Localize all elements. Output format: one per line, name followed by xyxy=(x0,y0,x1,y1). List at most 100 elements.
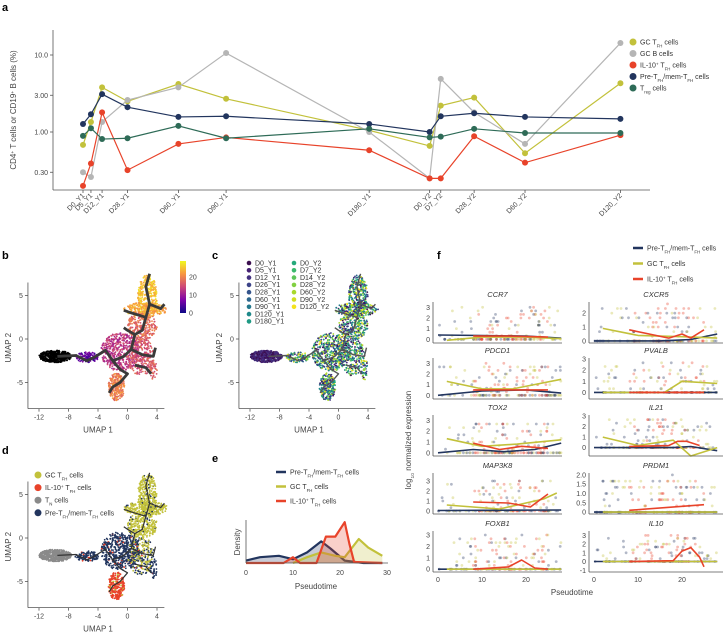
cell-point xyxy=(338,325,341,328)
cell-point xyxy=(135,324,138,327)
cell-point xyxy=(277,356,279,359)
cell-point xyxy=(320,338,323,341)
cell-point xyxy=(136,326,139,328)
data-point xyxy=(617,80,624,87)
cell-point xyxy=(125,334,127,336)
cell-point xyxy=(132,369,135,372)
cell-point xyxy=(367,303,370,306)
cell-point xyxy=(135,326,137,329)
data-point xyxy=(366,147,373,154)
cell-point xyxy=(122,342,125,345)
cell-point xyxy=(116,347,119,350)
cell-point xyxy=(348,358,351,361)
cell-point xyxy=(153,329,156,332)
cell-point xyxy=(130,356,133,359)
cell-point xyxy=(143,299,145,301)
cell-point xyxy=(342,327,344,330)
x-axis-label: UMAP 1 xyxy=(83,426,113,435)
cell-point xyxy=(359,313,362,316)
cell-point xyxy=(150,289,152,292)
cell-point xyxy=(132,355,134,357)
cell-point xyxy=(111,395,114,397)
cell-point xyxy=(140,305,142,308)
cell-point xyxy=(106,341,109,343)
cell-point xyxy=(319,362,322,365)
cell-point xyxy=(136,329,139,332)
data-point xyxy=(175,113,182,120)
data-point xyxy=(80,132,86,139)
cell-point xyxy=(144,335,147,337)
data-point xyxy=(124,97,131,104)
legend-marker xyxy=(629,38,637,46)
cell-point xyxy=(123,307,126,309)
cell-point xyxy=(361,308,364,311)
cell-point xyxy=(355,281,358,284)
cell-point xyxy=(333,339,335,342)
cell-point xyxy=(346,357,348,360)
cell-point xyxy=(109,362,112,365)
cell-point xyxy=(101,344,104,347)
cell-point xyxy=(359,319,362,322)
cell-point xyxy=(145,330,148,333)
cell-point xyxy=(122,361,125,363)
cell-point xyxy=(364,322,367,324)
cell-point xyxy=(331,335,334,338)
cell-point xyxy=(111,397,114,400)
cell-point xyxy=(328,336,331,338)
x-tick-label: -4 xyxy=(95,415,101,422)
cell-point xyxy=(154,294,157,297)
cell-point xyxy=(148,332,151,335)
cell-point xyxy=(81,353,84,356)
cell-point xyxy=(127,358,129,361)
cell-point xyxy=(142,290,144,293)
cell-point xyxy=(85,356,88,358)
cell-point xyxy=(133,354,136,357)
cell-point xyxy=(123,335,125,338)
cell-point xyxy=(358,360,360,362)
cell-point xyxy=(138,304,141,306)
y-tick-label: 10.0 xyxy=(34,53,48,60)
cell-point xyxy=(137,317,140,320)
cell-point xyxy=(118,361,121,364)
x-tick-label: D180_Y1 xyxy=(347,192,373,218)
cell-point xyxy=(255,351,258,354)
cell-point xyxy=(53,360,56,362)
legend-marker xyxy=(629,61,637,69)
cell-point xyxy=(120,386,122,388)
x-tick-label: 4 xyxy=(155,415,159,422)
colorbar xyxy=(180,261,186,313)
cell-point xyxy=(107,361,109,364)
x-tick-label: 0 xyxy=(337,415,341,422)
cell-point xyxy=(150,374,152,377)
cell-point xyxy=(345,317,348,320)
cell-point xyxy=(340,308,343,311)
cell-point xyxy=(125,358,128,361)
cell-point xyxy=(360,347,363,350)
cell-point xyxy=(377,308,379,311)
cell-point xyxy=(149,328,152,330)
cell-point xyxy=(339,363,342,366)
cell-point xyxy=(343,310,346,313)
cell-point xyxy=(354,346,356,348)
cell-point xyxy=(118,338,121,340)
cell-point xyxy=(357,365,360,368)
cell-point xyxy=(139,311,142,314)
cell-point xyxy=(349,338,352,340)
cell-point xyxy=(103,344,106,346)
cell-point xyxy=(357,329,360,332)
cell-point xyxy=(39,354,42,357)
cell-point xyxy=(151,326,154,329)
cell-point xyxy=(261,353,263,356)
cell-point xyxy=(114,353,117,356)
x-axis-label: UMAP 1 xyxy=(294,426,324,435)
cell-point xyxy=(343,316,345,319)
cell-point xyxy=(136,354,139,357)
cell-point xyxy=(114,333,116,336)
data-point xyxy=(617,130,624,137)
cell-point xyxy=(316,361,318,364)
cell-point xyxy=(154,367,157,370)
cell-point xyxy=(330,332,332,334)
cell-point xyxy=(115,396,118,399)
y-axis-label: UMAP 2 xyxy=(215,332,224,362)
